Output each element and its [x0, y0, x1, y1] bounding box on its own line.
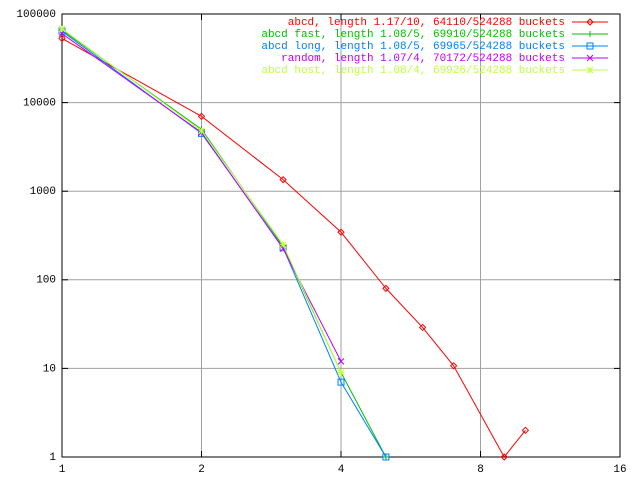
- marker: [382, 454, 389, 460]
- y-tick-label: 1: [49, 452, 56, 464]
- marker: [58, 34, 66, 43]
- y-tick-label: 1000: [30, 186, 56, 198]
- marker: [198, 127, 205, 135]
- marker: [197, 112, 206, 121]
- legend-label: random, length 1.07/4, 70172/524288 buck…: [281, 53, 565, 65]
- x-tick-label: 2: [198, 464, 205, 476]
- marker: [418, 323, 427, 332]
- marker: [279, 175, 287, 184]
- series-line: [61, 33, 342, 362]
- legend-label: abcd, length 1.17/10, 64110/524288 bucke…: [288, 17, 565, 29]
- legend-marker: [586, 54, 594, 62]
- legend-label: abcd long, length 1.08/5, 69965/524288 b…: [261, 41, 565, 53]
- marker: [337, 358, 345, 365]
- marker: [500, 453, 508, 461]
- marker: [382, 284, 390, 293]
- marker: [279, 241, 287, 248]
- legend-marker: [587, 31, 593, 37]
- legend-marker: [586, 42, 594, 50]
- y-tick-label: 100000: [16, 9, 56, 21]
- x-tick-label: 16: [613, 464, 626, 476]
- y-tick-label: 100: [36, 275, 56, 287]
- x-tick-label: 4: [338, 464, 345, 476]
- y-tick-label: 10000: [23, 98, 56, 110]
- series-line: [61, 37, 526, 458]
- x-tick-label: 1: [59, 464, 66, 476]
- marker: [337, 369, 345, 376]
- series-line: [61, 28, 342, 373]
- y-tick-label: 10: [43, 363, 56, 375]
- legend-label: abcd fast, length 1.08/5, 69910/524288 b…: [261, 29, 565, 41]
- marker: [382, 453, 390, 461]
- x-tick-label: 8: [477, 464, 484, 476]
- legend-label: abcd host, length 1.08/4, 69926/524288 b…: [261, 65, 565, 77]
- marker: [521, 426, 530, 435]
- marker: [337, 378, 345, 386]
- plot-frame: [61, 13, 621, 458]
- marker: [58, 25, 66, 33]
- legend-marker: [586, 18, 594, 26]
- marker: [449, 362, 458, 370]
- marker: [337, 228, 345, 236]
- marker: [58, 30, 66, 38]
- legend-marker: [586, 66, 594, 74]
